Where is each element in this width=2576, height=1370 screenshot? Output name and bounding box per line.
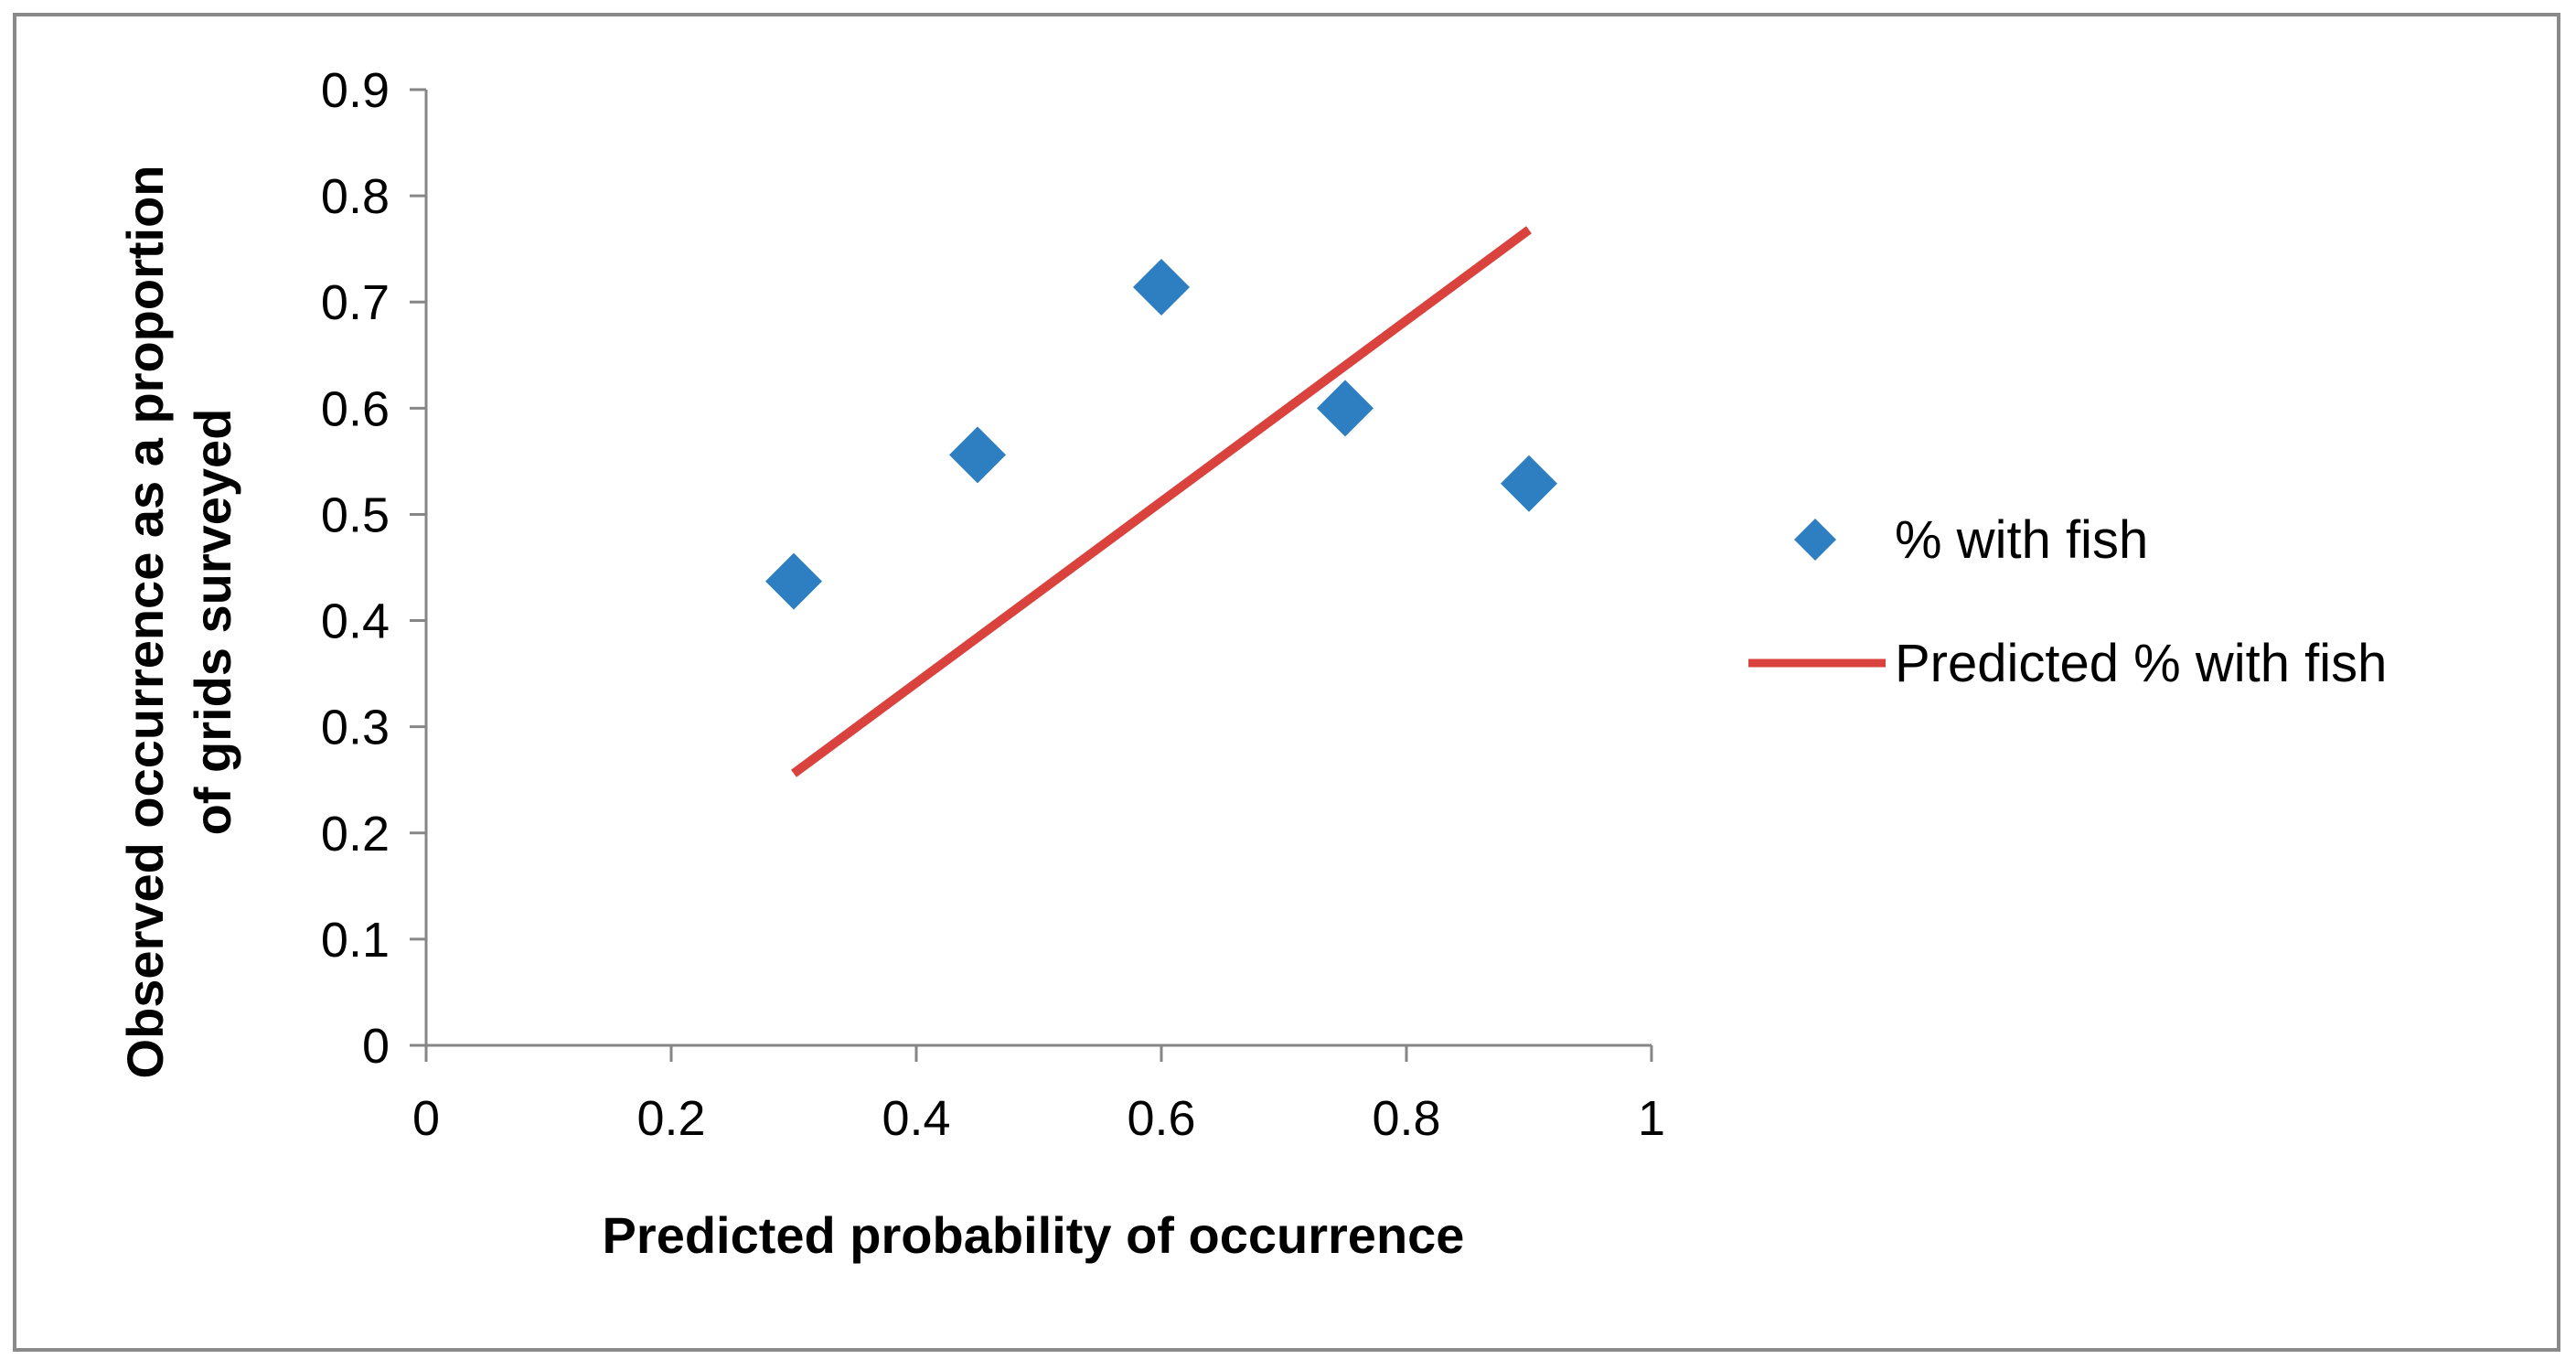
data-point [1501, 455, 1557, 512]
y-axis-ticks: 0 0.1 0.2 0.3 0.4 0.5 0.6 0.7 0.8 0.9 [321, 63, 426, 1074]
y-tick-label: 0.1 [321, 913, 390, 968]
data-point [765, 552, 822, 610]
y-tick-label: 0.4 [321, 594, 390, 649]
y-tick-label: 0.9 [321, 63, 390, 118]
predicted-line [791, 226, 1532, 777]
x-tick-label: 1 [1638, 1091, 1665, 1146]
y-axis-title-line-1: Observed occurrence as a proportion [116, 166, 174, 1079]
y-axis-title-line-2: of grids surveyed [184, 409, 241, 836]
series-layer [765, 226, 1557, 777]
legend-diamond [1794, 519, 1836, 561]
legend-label-line: Predicted % with fish [1895, 634, 2387, 693]
legend: % with fish Predicted % with fish [1748, 510, 2387, 693]
y-tick-label: 0.7 [321, 275, 390, 330]
y-tick-label: 0.2 [321, 807, 390, 862]
chart-frame [13, 13, 2560, 1352]
data-point [1317, 380, 1374, 437]
x-axis-title: Predicted probability of occurrence [603, 1206, 1465, 1264]
x-tick-label: 0.8 [1372, 1091, 1440, 1146]
y-tick-label: 0.3 [321, 701, 390, 755]
x-axis-ticks: 0 0.2 0.4 0.6 0.8 1 [412, 1045, 1665, 1146]
x-tick-label: 0.6 [1127, 1091, 1195, 1146]
data-point [1133, 258, 1190, 316]
legend-marker-scatter [1794, 519, 1836, 561]
axes [424, 90, 1651, 1047]
y-tick-label: 0 [362, 1019, 390, 1074]
x-tick-label: 0.4 [882, 1091, 950, 1146]
x-tick-label: 0 [412, 1091, 440, 1146]
y-tick-label: 0.8 [321, 169, 390, 224]
x-tick-label: 0.2 [636, 1091, 705, 1146]
y-tick-label: 0.6 [321, 381, 390, 436]
y-tick-label: 0.5 [321, 487, 390, 542]
data-point [949, 426, 1006, 484]
legend-label-scatter: % with fish [1895, 510, 2148, 570]
